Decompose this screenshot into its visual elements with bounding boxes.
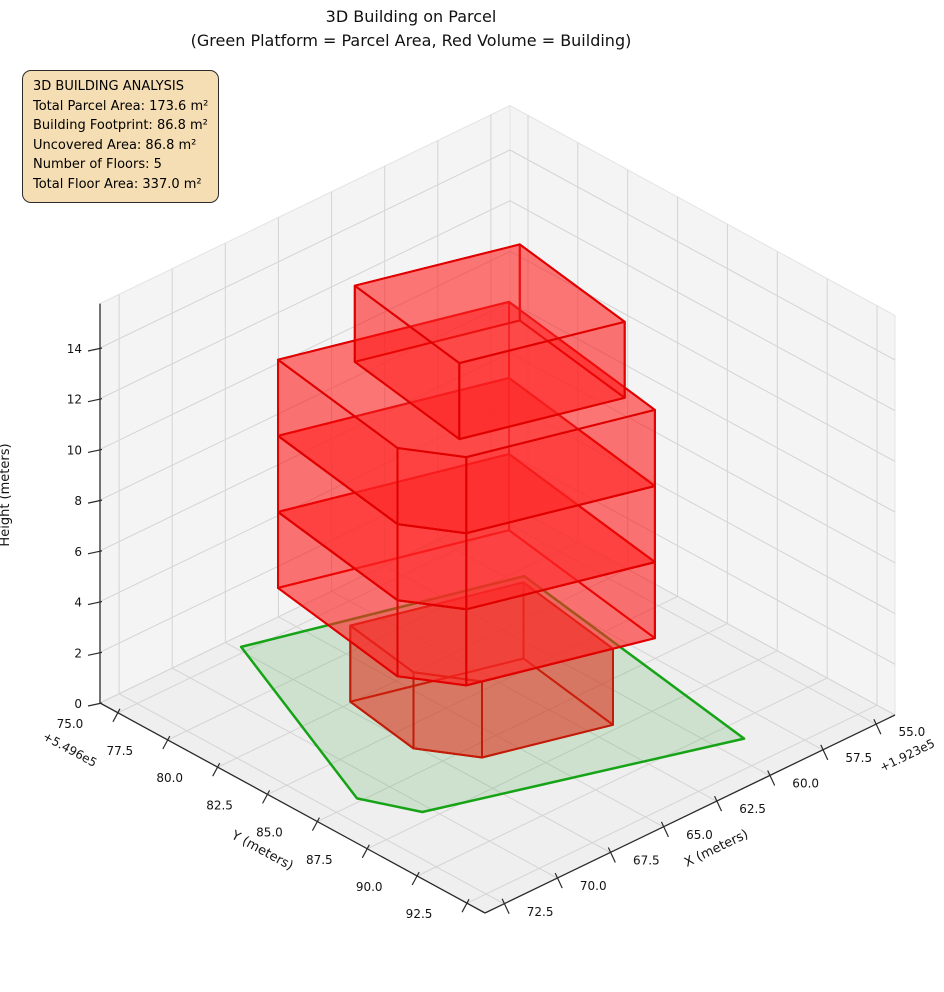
building-floor-4: [277, 300, 656, 535]
svg-text:12: 12: [67, 393, 82, 407]
svg-text:85.0: 85.0: [256, 826, 283, 840]
svg-text:62.5: 62.5: [739, 802, 766, 816]
building-floor-5: [353, 243, 626, 441]
svg-text:70.0: 70.0: [580, 879, 607, 893]
svg-text:75.0: 75.0: [57, 717, 84, 731]
chart-subtitle: (Green Platform = Parcel Area, Red Volum…: [190, 31, 632, 50]
svg-text:57.5: 57.5: [845, 751, 872, 765]
axis-ticks: [87, 347, 882, 915]
parcel-surface: [239, 574, 746, 814]
info-box-line: Building Footprint: 86.8 m²: [33, 118, 208, 134]
svg-text:67.5: 67.5: [633, 853, 660, 867]
svg-text:92.5: 92.5: [406, 907, 433, 921]
chart-title-block: 3D Building on Parcel (Green Platform = …: [0, 5, 822, 53]
info-box-line: Total Parcel Area: 173.6 m²: [33, 98, 209, 114]
svg-text:0: 0: [74, 697, 82, 711]
building-floor-1: [349, 581, 614, 759]
chart-title: 3D Building on Parcel: [325, 7, 497, 26]
svg-text:55.0: 55.0: [899, 725, 926, 739]
svg-text:2: 2: [74, 646, 82, 660]
svg-text:+5.496e5: +5.496e5: [40, 729, 99, 770]
info-box-line: Uncovered Area: 86.8 m²: [33, 137, 197, 153]
axis-tick-labels: 75.0 77.5 80.0 82.5 85.0 87.5 90.0 92.5 55.0 57.5…: [57, 342, 926, 921]
building-volume-base: [349, 581, 614, 759]
svg-text:+1.923e5: +1.923e5: [877, 736, 937, 774]
svg-text:Height (meters): Height (meters): [0, 443, 13, 546]
axis-spines: [99, 303, 896, 914]
svg-text:6: 6: [74, 545, 82, 559]
svg-text:65.0: 65.0: [686, 828, 713, 842]
info-box-line: Total Floor Area: 337.0 m²: [33, 176, 202, 192]
svg-text:77.5: 77.5: [106, 744, 133, 758]
svg-text:90.0: 90.0: [356, 880, 383, 894]
svg-text:80.0: 80.0: [156, 771, 183, 785]
svg-text:87.5: 87.5: [306, 853, 333, 867]
building-analysis-box: 3D BUILDING ANALYSIS Total Parcel Area: …: [22, 70, 220, 203]
svg-text:8: 8: [74, 494, 82, 508]
svg-text:14: 14: [67, 342, 82, 356]
svg-text:60.0: 60.0: [792, 777, 819, 791]
info-box-title: 3D BUILDING ANALYSIS: [33, 79, 185, 94]
info-box-line: Number of Floors: 5: [33, 157, 162, 173]
building-volume: [277, 243, 656, 687]
svg-text:72.5: 72.5: [527, 905, 554, 919]
svg-text:4: 4: [74, 596, 82, 610]
svg-text:82.5: 82.5: [206, 798, 233, 812]
svg-text:10: 10: [67, 443, 82, 457]
